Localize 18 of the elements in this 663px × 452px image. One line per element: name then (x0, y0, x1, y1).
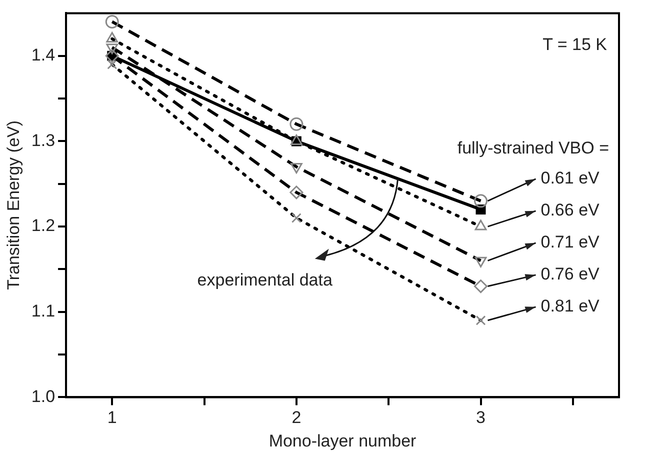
y-tick-label: 1.3 (31, 130, 56, 150)
x-axis-title: Mono-layer number (268, 431, 417, 450)
y-tick-label: 1.1 (31, 302, 56, 321)
text: 0.81 eV (540, 296, 600, 316)
annotation: T = 15 K (542, 34, 608, 54)
y-tick-label: 1.0 (31, 386, 56, 406)
y-tick-label: 1.2 (31, 216, 56, 236)
text: experimental data (197, 270, 333, 290)
text: 0.71 eV (540, 232, 600, 252)
y-tick-label: 1.4 (31, 46, 56, 65)
text: 0.66 eV (540, 200, 600, 220)
x-tick-label: 2 (292, 408, 302, 428)
text: 0.76 eV (540, 264, 600, 284)
x-tick-label: 3 (476, 408, 486, 428)
x-tick-label: 1 (107, 408, 117, 428)
annotation: fully-strained VBO = (457, 138, 610, 158)
text: 0.61 eV (540, 168, 600, 188)
y-axis-title: Transition Energy (eV) (4, 120, 23, 290)
